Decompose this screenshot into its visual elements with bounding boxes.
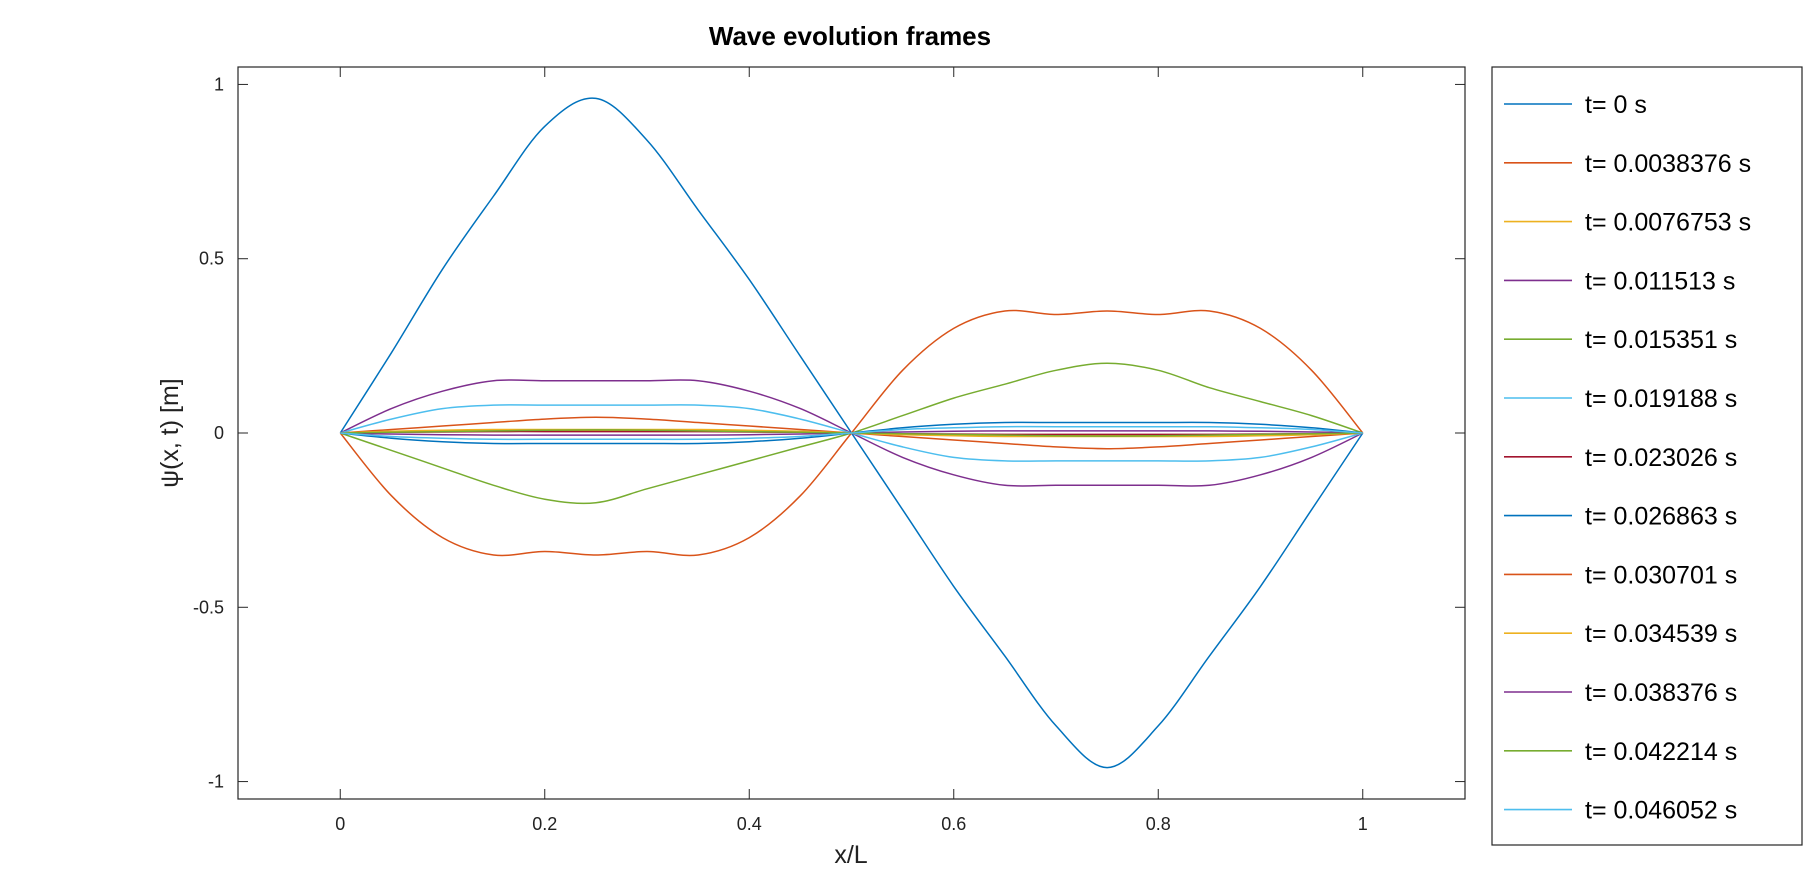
x-tick-label: 0.8: [1146, 814, 1171, 834]
legend-label-7: t= 0.023026 s: [1585, 444, 1737, 472]
legend-label-12: t= 0.042214 s: [1585, 738, 1737, 766]
x-tick-label: 0.6: [941, 814, 966, 834]
series-line-13: [340, 425, 1363, 441]
legend-label-4: t= 0.011513 s: [1585, 267, 1735, 295]
x-tick-label: 1: [1358, 814, 1368, 834]
x-axis-label: x/L: [834, 841, 867, 869]
legend-label-2: t= 0.0038376 s: [1585, 150, 1751, 178]
legend-label-1: t= 0 s: [1585, 91, 1647, 119]
y-tick-label: -0.5: [193, 597, 224, 617]
y-tick-label: 0.5: [199, 249, 224, 269]
y-tick-label: 0: [214, 423, 224, 443]
y-axis-label: ψ(x, t) [m]: [156, 378, 184, 487]
y-tick-label: -1: [208, 772, 224, 792]
axis-ticks: 0 0.2 0.4 0.6 0.8 1 -1 -0.5 0 0.5 1: [193, 67, 1465, 834]
legend-label-5: t= 0.015351 s: [1585, 326, 1737, 354]
y-tick-label: 1: [214, 74, 224, 94]
x-tick-label: 0.4: [737, 814, 762, 834]
legend-label-8: t= 0.026863 s: [1585, 503, 1737, 531]
x-tick-label: 0: [335, 814, 345, 834]
legend-entries: t= 0 s t= 0.0038376 s t= 0.0076753 s t= 0.0…: [1504, 91, 1751, 825]
legend-label-9: t= 0.030701 s: [1585, 561, 1737, 589]
legend-label-13: t= 0.046052 s: [1585, 797, 1737, 825]
series-lines: [339, 97, 1364, 769]
legend-label-11: t= 0.038376 s: [1585, 679, 1737, 707]
x-tick-label: 0.2: [532, 814, 557, 834]
legend-box: [1491, 66, 1803, 846]
chart-title: Wave evolution frames: [709, 21, 991, 51]
legend-label-3: t= 0.0076753 s: [1585, 209, 1751, 237]
legend-label-10: t= 0.034539 s: [1585, 620, 1737, 648]
legend-label-6: t= 0.019188 s: [1585, 385, 1737, 413]
